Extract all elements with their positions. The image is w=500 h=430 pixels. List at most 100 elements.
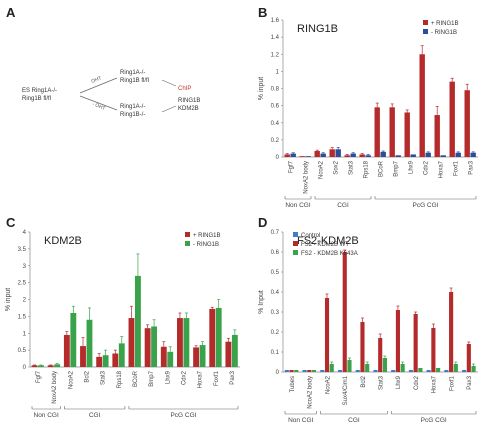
category-label: Lhx9 (396, 375, 402, 389)
y-tick-label: 1.5 (18, 314, 27, 320)
legend-label: FS2 - KDM2B WT (301, 242, 349, 248)
bar (350, 153, 356, 157)
y-tick-label: 0.2 (271, 330, 280, 336)
y-tick-label: 0.4 (271, 290, 280, 296)
category-label: NcoA2 (68, 370, 74, 389)
bar (320, 153, 326, 157)
category-label: Foxf1 (454, 160, 460, 176)
bar (470, 152, 476, 157)
bar (425, 152, 431, 157)
y-tick-label: 1 (23, 331, 27, 337)
legend-swatch (293, 250, 298, 255)
bar (177, 318, 183, 367)
y-axis-label: % input (5, 288, 12, 311)
y-tick-label: 0.6 (271, 250, 280, 256)
y-tick-label: 4 (23, 230, 27, 236)
bar (70, 313, 77, 367)
y-tick-label: 0.6 (271, 104, 280, 110)
bar (380, 151, 386, 157)
category-label: Stat3 (101, 370, 107, 385)
bar (436, 368, 441, 372)
bar (305, 156, 311, 157)
category-label: Cdx2 (181, 370, 187, 385)
panel-a-label: A (6, 5, 16, 20)
bar (344, 155, 350, 157)
bar (151, 326, 158, 367)
bar (314, 151, 320, 157)
y-axis-label: % Input (258, 290, 265, 314)
bar (307, 370, 312, 372)
bar (382, 358, 387, 372)
bar (404, 112, 410, 157)
bar (360, 322, 365, 372)
bar (431, 328, 436, 372)
category-label: Bcl2 (361, 375, 367, 387)
bar (225, 341, 232, 367)
bar (444, 370, 449, 372)
bar (289, 370, 294, 372)
bar (359, 154, 365, 157)
bar (144, 328, 151, 367)
bar (374, 107, 380, 157)
y-tick-label: 3.5 (18, 247, 27, 253)
bar (466, 344, 471, 372)
bar (471, 366, 476, 372)
bar (329, 364, 334, 372)
category-label: Lhx9 (165, 370, 171, 384)
chip-target-kdm2b: KDM2B (178, 106, 199, 112)
category-label: Bcl2 (85, 370, 91, 382)
bar (183, 318, 190, 367)
bar (391, 370, 396, 372)
legend-swatch (185, 232, 190, 237)
bar (347, 360, 352, 372)
bar (342, 252, 347, 372)
bar (329, 149, 335, 157)
bar (290, 153, 296, 157)
upper-genotype-2: Ring1B fl/fl (120, 78, 149, 84)
arrow-upper (79, 77, 118, 94)
group-label: CGI (89, 412, 101, 419)
bar (365, 155, 371, 157)
category-label: NcoA2 (319, 160, 325, 179)
category-label: Pax3 (467, 375, 473, 389)
category-label: NcoA2 body (308, 376, 314, 409)
bar (47, 365, 54, 367)
bar (449, 81, 455, 157)
legend-swatch (185, 241, 190, 246)
y-tick-label: 2 (23, 298, 27, 304)
oht-label: OHT (91, 75, 103, 85)
y-tick-label: 0 (276, 155, 280, 161)
category-label: Bmp7 (394, 160, 400, 176)
category-label: Foxf1 (449, 375, 455, 391)
legend-label: + RING1B (431, 21, 459, 27)
group-label: Non CGI (288, 417, 313, 424)
category-label: NcoA2 (325, 375, 331, 394)
legend-label: - RING1B (193, 242, 219, 248)
y-tick-label: 0.1 (271, 350, 280, 356)
category-label: NoxA2 body (52, 371, 58, 404)
bar (395, 310, 400, 372)
legend-label: Control (301, 233, 320, 239)
no-oht-label: - OHT (91, 101, 106, 112)
bar (215, 307, 222, 367)
category-label: Stat3 (349, 160, 355, 175)
bar (102, 355, 109, 367)
bar (112, 353, 119, 367)
panel-d-label: D (258, 215, 267, 230)
bar (54, 364, 61, 367)
bar (38, 365, 44, 367)
category-label: Lhx9 (409, 160, 415, 174)
bar (410, 154, 416, 157)
bar (320, 370, 325, 372)
y-tick-label: 2.5 (18, 281, 27, 287)
legend-swatch (423, 29, 428, 34)
bar (400, 364, 405, 372)
category-label: Fgf7 (36, 370, 42, 383)
y-tick-label: 0.4 (271, 121, 280, 127)
category-label: NoxA2 body (304, 161, 310, 194)
y-tick-label: 0 (23, 365, 27, 371)
bar (337, 370, 343, 372)
bar (135, 275, 141, 367)
y-tick-label: 0.2 (271, 138, 280, 144)
